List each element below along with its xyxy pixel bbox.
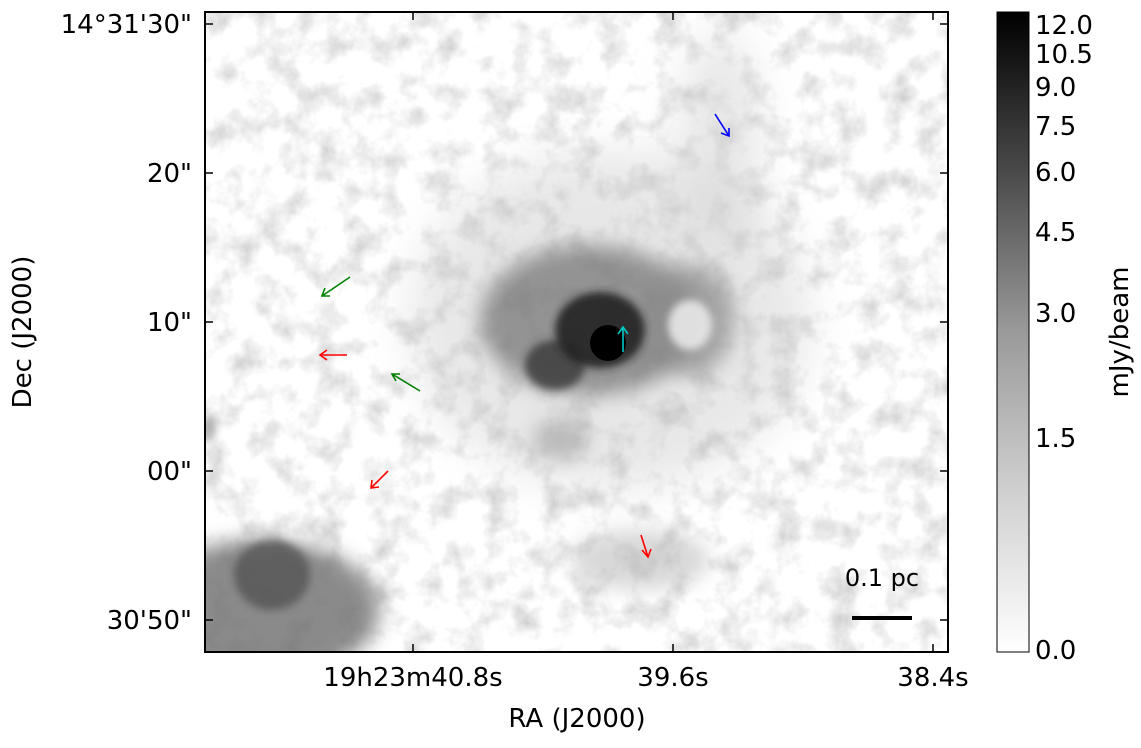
colorbar-tick-label: 1.5 xyxy=(1035,424,1076,454)
colorbar-tick-label: 10.5 xyxy=(1035,40,1093,70)
sky-image xyxy=(205,12,948,652)
arrow-red-2 xyxy=(370,470,389,489)
scale-bar-label: 0.1 pc xyxy=(845,564,919,592)
arrow-green-1 xyxy=(320,276,351,297)
colorbar-tick-label: 6.0 xyxy=(1035,158,1076,188)
x-tick-label: 39.6s xyxy=(637,663,708,693)
colorbar-tick-label: 3.0 xyxy=(1035,299,1076,329)
colorbar-tick-label: 12.0 xyxy=(1035,11,1093,41)
colorbar-ticks: 12.0 10.5 9.0 7.5 6.0 4.5 3.0 1.5 0.0 xyxy=(1035,11,1093,666)
y-tick-labels: 14°31'30" 20" 10" 00" 30'50" xyxy=(61,10,192,636)
colorbar-tick-label: 7.5 xyxy=(1035,112,1076,142)
arrows xyxy=(318,113,730,559)
plot-frame xyxy=(204,11,949,653)
x-tick-label: 38.4s xyxy=(897,663,968,693)
scale-bar: 0.1 pc xyxy=(845,564,919,620)
colorbar-tick-label: 9.0 xyxy=(1035,73,1076,103)
y-tick-label: 30'50" xyxy=(107,606,192,636)
arrow-cyan xyxy=(617,325,629,352)
colorbar: 12.0 10.5 9.0 7.5 6.0 4.5 3.0 1.5 0.0 mJ… xyxy=(996,11,1135,666)
arrow-red-3 xyxy=(640,534,652,559)
arrow-green-2 xyxy=(390,373,421,392)
x-axis-label: RA (J2000) xyxy=(508,704,645,734)
arrow-blue xyxy=(714,113,730,138)
colorbar-label: mJy/beam xyxy=(1105,267,1135,398)
y-tick-label: 20" xyxy=(147,159,192,189)
y-tick-label: 00" xyxy=(147,457,192,487)
arrow-red-1 xyxy=(318,349,347,361)
y-tick-label: 10" xyxy=(147,308,192,338)
y-tick-label: 14°31'30" xyxy=(61,10,192,40)
colorbar-tick-label: 4.5 xyxy=(1035,218,1076,248)
x-tick-labels: 19h23m40.8s 39.6s 38.4s xyxy=(323,663,968,693)
y-axis-label: Dec (J2000) xyxy=(8,256,38,409)
colorbar-tick-label: 0.0 xyxy=(1035,636,1076,666)
x-tick-label: 19h23m40.8s xyxy=(323,663,502,693)
